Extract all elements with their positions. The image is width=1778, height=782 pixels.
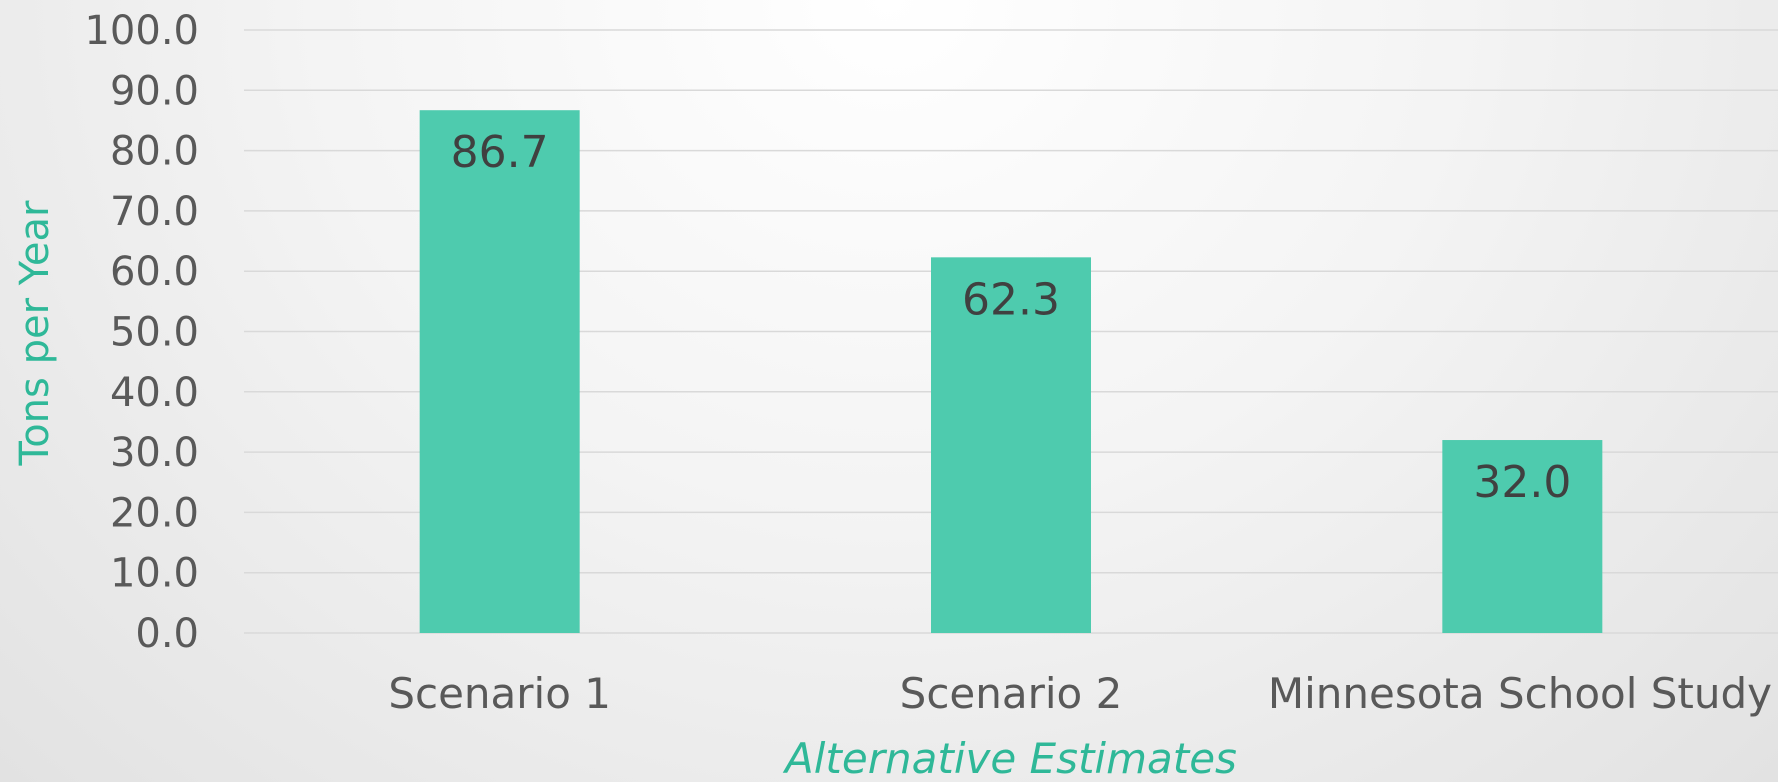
y-tick-label: 20.0	[110, 490, 199, 536]
y-tick-label: 70.0	[110, 189, 199, 235]
x-axis-title: Alternative Estimates	[782, 734, 1237, 782]
data-label: 86.7	[451, 127, 549, 178]
x-category-label: Scenario 2	[900, 669, 1123, 718]
y-tick-label: 40.0	[110, 370, 199, 416]
y-axis-tick-labels: 0.0 10.0 20.0 30.0 40.0 50.0 60.0 70.0 80.0 90.0 1…	[84, 8, 199, 657]
y-tick-label: 90.0	[110, 68, 199, 114]
data-label: 62.3	[962, 274, 1060, 325]
x-axis-category-labels: Scenario 1 Scenario 2 Minnesota School Stu…	[388, 669, 1772, 718]
bar	[1442, 440, 1603, 633]
y-axis-title: Tons per Year	[12, 200, 58, 466]
y-tick-label: 0.0	[135, 611, 199, 657]
y-tick-label: 80.0	[110, 129, 199, 175]
x-category-label: Minnesota School Study	[1268, 669, 1772, 718]
y-tick-label: 10.0	[110, 551, 199, 597]
data-label: 32.0	[1473, 457, 1571, 508]
bar	[419, 110, 580, 634]
y-tick-label: 50.0	[110, 310, 199, 356]
data-labels: 86.7 62.3 32.0	[451, 127, 1572, 508]
y-tick-label: 30.0	[110, 430, 199, 476]
y-tick-label: 100.0	[84, 8, 199, 54]
bar	[931, 257, 1091, 633]
y-tick-label: 60.0	[110, 249, 199, 295]
bars	[419, 110, 1603, 634]
x-category-label: Scenario 1	[388, 669, 611, 718]
